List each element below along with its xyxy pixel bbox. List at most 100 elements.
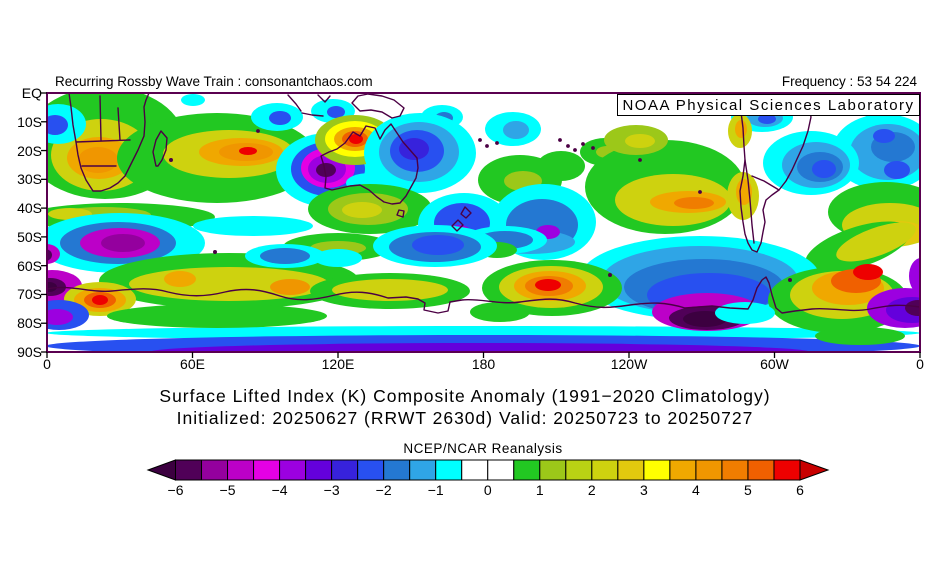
anomaly-blob: [812, 160, 836, 178]
anomaly-blob: [853, 264, 883, 280]
plot-subtitle: Initialized: 20250627 (RRWT 2630d) Valid…: [176, 408, 754, 428]
coast-new-zealand: [451, 206, 472, 232]
anomaly-blob: [873, 129, 895, 143]
coast-africa: [68, 93, 150, 192]
colorbar-tick-label: −3: [323, 482, 340, 498]
y-axis-label: EQ: [21, 85, 42, 101]
anomaly-blob: [314, 249, 362, 267]
anomaly-blob: [735, 120, 747, 138]
anomaly-blob: [316, 163, 336, 177]
colorbar-tick-label: −4: [271, 482, 288, 498]
anomaly-blob: [92, 295, 108, 305]
anomaly-blob: [909, 258, 920, 294]
anomaly-blob: [674, 197, 714, 209]
colorbar-tick-label: 5: [744, 482, 752, 498]
colorbar-tick-label: −5: [219, 482, 236, 498]
x-axis-label: 120W: [610, 356, 648, 372]
colorbar-tick-label: 1: [535, 482, 544, 498]
colorbar-cell: [461, 459, 489, 481]
coast-indonesia: [287, 94, 331, 117]
y-axis-label: 10S: [17, 113, 42, 130]
colorbar-tick-label: −6: [167, 482, 184, 498]
coast-tasmania: [396, 209, 405, 218]
anomaly-blob: [193, 216, 313, 236]
anomaly-blob: [47, 115, 68, 135]
y-axis-label: 50S: [17, 228, 42, 245]
axis-ticks: [41, 92, 921, 358]
colorbar-cell: [773, 459, 801, 481]
anomaly-blob: [47, 244, 60, 264]
colorbar-cell: [565, 459, 593, 481]
colorbar-cell: [747, 459, 775, 481]
anomaly-blob: [758, 114, 776, 124]
colorbar-right-arrow: [799, 459, 830, 481]
colorbar-cell: [383, 459, 411, 481]
source-caption: Recurring Rossby Wave Train : consonantc…: [55, 74, 373, 89]
anomaly-blob: [269, 111, 291, 125]
colorbar-cell: [201, 459, 229, 481]
anomaly-blob: [399, 138, 429, 160]
colorbar-cell: [409, 459, 437, 481]
anomaly-blob: [327, 106, 345, 118]
colorbar-cell: [435, 459, 463, 481]
island-dots: [168, 129, 793, 283]
anomaly-blob: [78, 147, 118, 173]
anomaly-blob: [107, 304, 327, 328]
anomaly-blob: [181, 94, 205, 106]
x-axis-label: 0: [43, 356, 51, 372]
anomaly-blob: [164, 271, 196, 287]
colorbar-cell: [279, 459, 307, 481]
y-axis-label: 40S: [17, 200, 42, 217]
colorbar-tick-label: 3: [639, 482, 648, 498]
colorbar: [146, 459, 830, 481]
y-axis-label: 80S: [17, 315, 42, 332]
anomaly-blob: [47, 249, 52, 261]
anomaly-blob: [342, 202, 382, 218]
y-axis-label: 60S: [17, 257, 42, 274]
anomaly-blob: [625, 134, 655, 148]
anomaly-blob: [905, 300, 920, 316]
anomaly-blob: [47, 282, 57, 292]
colorbar-cell: [331, 459, 359, 481]
y-axis-label: 70S: [17, 286, 42, 303]
anomaly-blob: [815, 327, 905, 345]
coastlines: [47, 93, 920, 314]
colorbar-cell: [617, 459, 645, 481]
anomaly-blob: [412, 235, 464, 255]
anomaly-blob: [101, 234, 145, 252]
anomaly-blob: [836, 222, 916, 262]
colorbar-tick-label: −1: [427, 482, 444, 498]
colorbar-tick-label: 6: [796, 482, 804, 498]
noaa-psl-banner: NOAA Physical Sciences Laboratory: [617, 94, 920, 116]
colorbar-label: NCEP/NCAR Reanalysis: [403, 441, 563, 456]
frequency-caption: Frequency : 53 54 224: [781, 74, 917, 89]
x-axis-label: 0: [916, 356, 924, 372]
anomaly-blob: [150, 343, 810, 352]
x-axis-label: 180: [471, 356, 496, 372]
colorbar-cell: [305, 459, 333, 481]
anomaly-blob: [239, 147, 257, 155]
colorbar-cell: [643, 459, 671, 481]
colorbar-cell: [253, 459, 281, 481]
colorbar-cell: [539, 459, 567, 481]
colorbar-tick-label: 4: [692, 482, 700, 498]
coast-south-america: [737, 93, 812, 253]
coast-new-guinea: [351, 93, 405, 119]
anomaly-blob: [332, 279, 448, 301]
x-axis-label: 60E: [180, 356, 205, 372]
colorbar-cell: [357, 459, 385, 481]
colorbar-cell: [175, 459, 203, 481]
coast-madagascar: [152, 130, 168, 167]
colorbar-cell: [695, 459, 723, 481]
x-axis-label: 60W: [760, 356, 789, 372]
coast-australia: [320, 123, 419, 205]
colorbar-cell: [487, 459, 515, 481]
anomaly-blob: [535, 279, 561, 291]
anomaly-blob: [715, 302, 775, 324]
y-axis-label: 90S: [17, 344, 42, 360]
border-africa-internal: [75, 95, 131, 167]
colorbar-cell: [227, 459, 255, 481]
anomaly-blob: [47, 309, 73, 325]
